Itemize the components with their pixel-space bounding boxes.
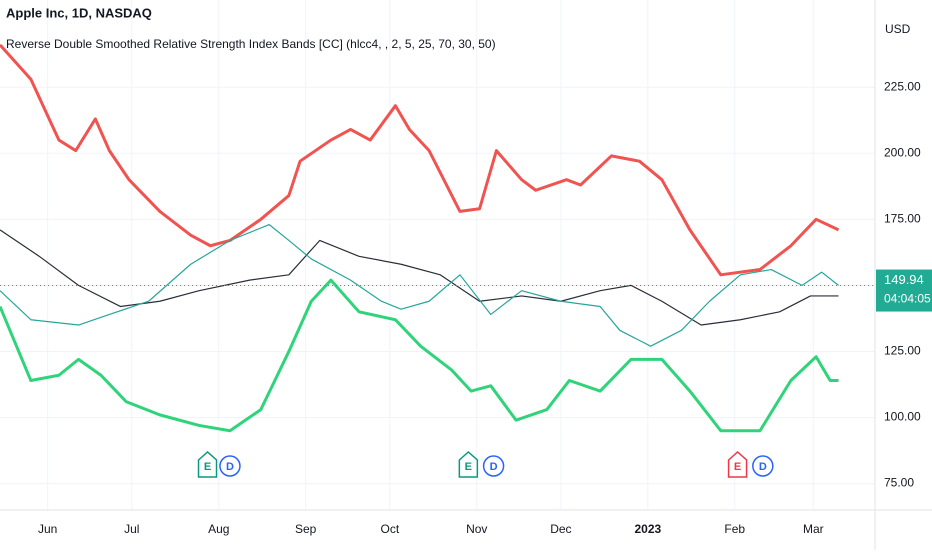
x-tick-label: Mar [803,522,824,536]
y-tick-label: 125.00 [884,344,921,358]
x-tick-label: Dec [550,522,571,536]
event-marker [482,455,505,477]
y-tick-label: 200.00 [884,145,921,159]
series-line [0,278,839,433]
y-tick-label: 225.00 [884,79,921,93]
currency: USD [885,22,911,36]
event-label: D [490,461,498,473]
x-tick-label: Sep [295,522,317,536]
y-tick-label: 100.00 [884,410,921,424]
y-tick-label: 75.00 [884,476,914,490]
price-label-box [876,269,932,312]
event-marker [219,455,241,477]
series-line [0,229,839,326]
event-marker [727,450,748,478]
x-tick-label: 2023 [634,522,661,536]
x-tick-label: Jul [124,522,139,536]
event-marker [458,450,479,478]
event-label: E [204,461,211,473]
x-tick-label: Aug [208,522,229,536]
x-tick-label: Nov [466,522,487,536]
x-tick-label: Jun [38,522,57,536]
series-line [0,224,839,347]
event-label: E [734,461,741,473]
event-marker [752,455,774,477]
x-tick-label: Oct [380,522,399,536]
indicator-title: Reverse Double Smoothed Relative Strengt… [6,37,496,51]
event-label: D [759,461,767,473]
event-label: D [226,461,234,473]
series-line [0,43,840,277]
price-label: 149.94 [884,272,924,287]
chart-title: Apple Inc, 1D, NASDAQ [6,5,152,20]
y-tick-label: 175.00 [884,211,921,225]
event-marker [197,450,218,478]
x-tick-label: Feb [724,522,745,536]
countdown: 04:04:05 [884,292,931,306]
event-label: E [465,461,472,473]
